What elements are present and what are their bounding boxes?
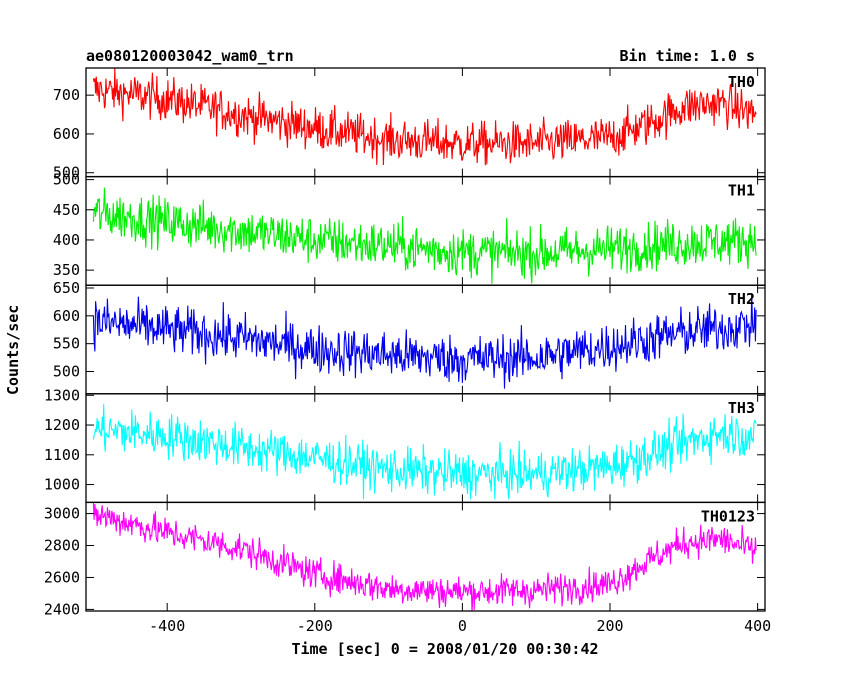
x-tick-label: -200 [297,617,333,635]
panel-th1: 350 400 450 500 TH1 [53,171,766,286]
y-tick-label: 550 [53,335,80,353]
panel-label: TH1 [728,182,755,200]
y-tick-label: 1000 [44,476,80,494]
panel-th2: 500 550 600 650 TH2 [53,279,766,395]
y-tick-label: 700 [53,86,80,104]
panel-label: TH0123 [701,507,755,525]
series-line-th1 [92,187,757,284]
y-tick-label: 3000 [44,505,80,523]
series-line-th2 [92,293,757,389]
panel-th3: 1000 1100 1200 1300 TH3 [44,386,766,504]
x-tick-label: -400 [149,617,185,635]
y-tick-label: 1300 [44,386,80,404]
y-tick-label: 600 [53,307,80,325]
y-tick-label: 650 [53,279,80,297]
y-tick-label: 1100 [44,446,80,464]
y-tick-label: 350 [53,261,80,279]
x-tick-label: 0 [458,617,467,635]
y-axis-label: Counts/sec [4,304,22,395]
x-tick-label: 400 [744,617,771,635]
panel-th0123: 2400 2600 2800 3000 TH0123 [44,501,766,618]
y-tick-label: 500 [53,164,80,182]
y-tick-label: 2800 [44,537,80,555]
panel-frame [85,501,766,612]
x-axis-label: Time [sec] 0 = 2008/01/20 00:30:42 [291,640,599,658]
y-tick-label: 450 [53,201,80,219]
y-tick-label: 400 [53,231,80,249]
panel-th0: 500 600 700 TH0 [53,67,766,182]
x-tick-label: 200 [596,617,623,635]
y-tick-label: 2600 [44,568,80,586]
y-tick-label: 500 [53,363,80,381]
y-tick-label: 500 [53,171,80,189]
panel-label: TH2 [728,290,755,308]
y-tick-label: 1200 [44,416,80,434]
y-tick-label: 600 [53,125,80,143]
bin-time-label: Bin time: 1.0 s [619,47,755,65]
panel-label: TH0 [728,73,755,91]
panel-label: TH3 [728,399,755,417]
y-tick-label: 2400 [44,600,80,618]
series-line-th3 [92,404,757,500]
plot-title: ae080120003042_wam0_trn [86,47,294,65]
series-line-th0123 [92,502,757,611]
series-line-th0 [92,68,757,166]
